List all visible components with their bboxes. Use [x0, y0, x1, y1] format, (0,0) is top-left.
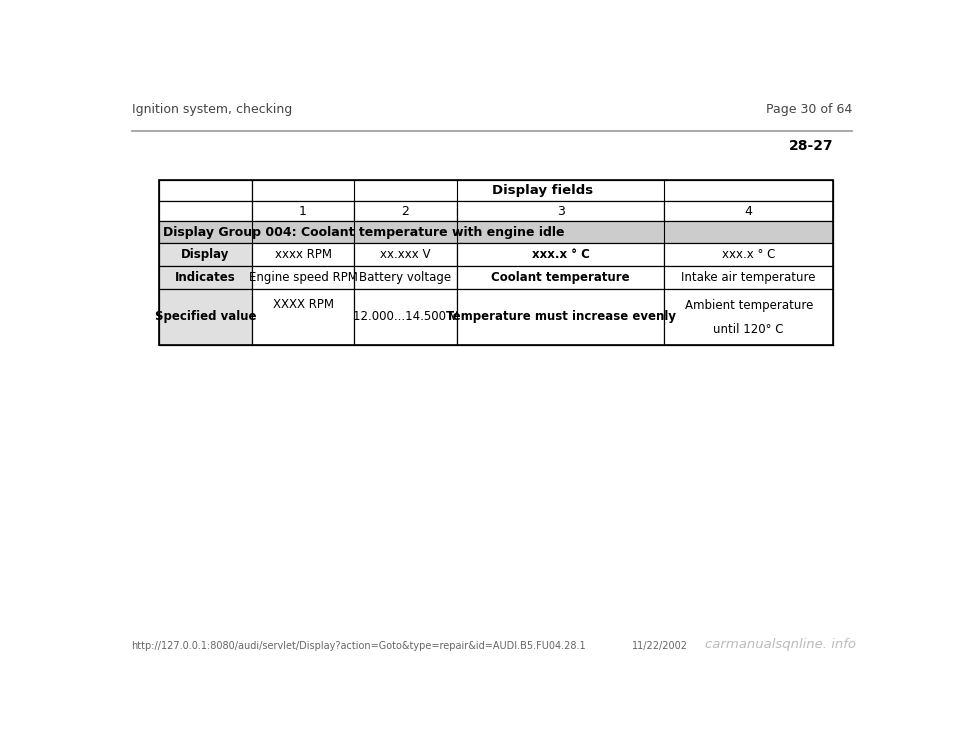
- Text: 1: 1: [300, 205, 307, 218]
- Text: Ambient temperature: Ambient temperature: [684, 299, 813, 312]
- Bar: [354, 243, 457, 266]
- Bar: [158, 202, 252, 221]
- Bar: [664, 202, 833, 221]
- Bar: [158, 180, 833, 345]
- Bar: [158, 221, 833, 243]
- Bar: [252, 243, 354, 266]
- Bar: [664, 289, 833, 345]
- Text: 3: 3: [557, 205, 564, 218]
- Bar: [664, 243, 833, 266]
- Bar: [158, 180, 252, 202]
- Text: Battery voltage: Battery voltage: [359, 271, 451, 284]
- Text: 4: 4: [745, 205, 753, 218]
- Text: 11/22/2002: 11/22/2002: [632, 641, 687, 651]
- Bar: [354, 202, 457, 221]
- Text: Display: Display: [181, 248, 229, 261]
- Bar: [252, 266, 354, 289]
- Text: Page 30 of 64: Page 30 of 64: [766, 103, 852, 116]
- Text: Ignition system, checking: Ignition system, checking: [132, 103, 292, 116]
- Text: Display Group 004: Coolant temperature with engine idle: Display Group 004: Coolant temperature w…: [163, 226, 564, 239]
- Text: until 120° C: until 120° C: [713, 323, 784, 335]
- Text: xxxx RPM: xxxx RPM: [275, 248, 331, 261]
- Bar: [354, 289, 457, 345]
- Bar: [252, 202, 354, 221]
- Text: 12.000...14.500 V: 12.000...14.500 V: [353, 310, 458, 324]
- Text: Temperature must increase evenly: Temperature must increase evenly: [445, 310, 676, 324]
- Text: xxx.x ° C: xxx.x ° C: [532, 248, 589, 261]
- Text: carmanualsqnline. info: carmanualsqnline. info: [706, 638, 856, 651]
- Bar: [457, 289, 664, 345]
- Bar: [252, 289, 354, 345]
- Bar: [457, 266, 664, 289]
- Bar: [158, 266, 252, 289]
- Text: Engine speed RPM: Engine speed RPM: [249, 271, 357, 284]
- Text: 2: 2: [401, 205, 410, 218]
- Bar: [457, 202, 664, 221]
- Text: xx.xxx V: xx.xxx V: [380, 248, 431, 261]
- Text: Intake air temperature: Intake air temperature: [682, 271, 816, 284]
- Text: Coolant temperature: Coolant temperature: [492, 271, 630, 284]
- Text: http://127.0.0.1:8080/audi/servlet/Display?action=Goto&type=repair&id=AUDI.B5.FU: http://127.0.0.1:8080/audi/servlet/Displ…: [132, 641, 587, 651]
- Bar: [252, 180, 833, 202]
- Bar: [354, 266, 457, 289]
- Bar: [664, 266, 833, 289]
- Bar: [158, 243, 252, 266]
- Text: xxx.x ° C: xxx.x ° C: [722, 248, 776, 261]
- Text: Specified value: Specified value: [155, 310, 256, 324]
- Text: XXXX RPM: XXXX RPM: [273, 298, 333, 311]
- Bar: [158, 289, 252, 345]
- Text: Indicates: Indicates: [175, 271, 235, 284]
- Text: Display fields: Display fields: [492, 184, 593, 197]
- Text: 28-27: 28-27: [788, 139, 833, 153]
- Bar: [457, 243, 664, 266]
